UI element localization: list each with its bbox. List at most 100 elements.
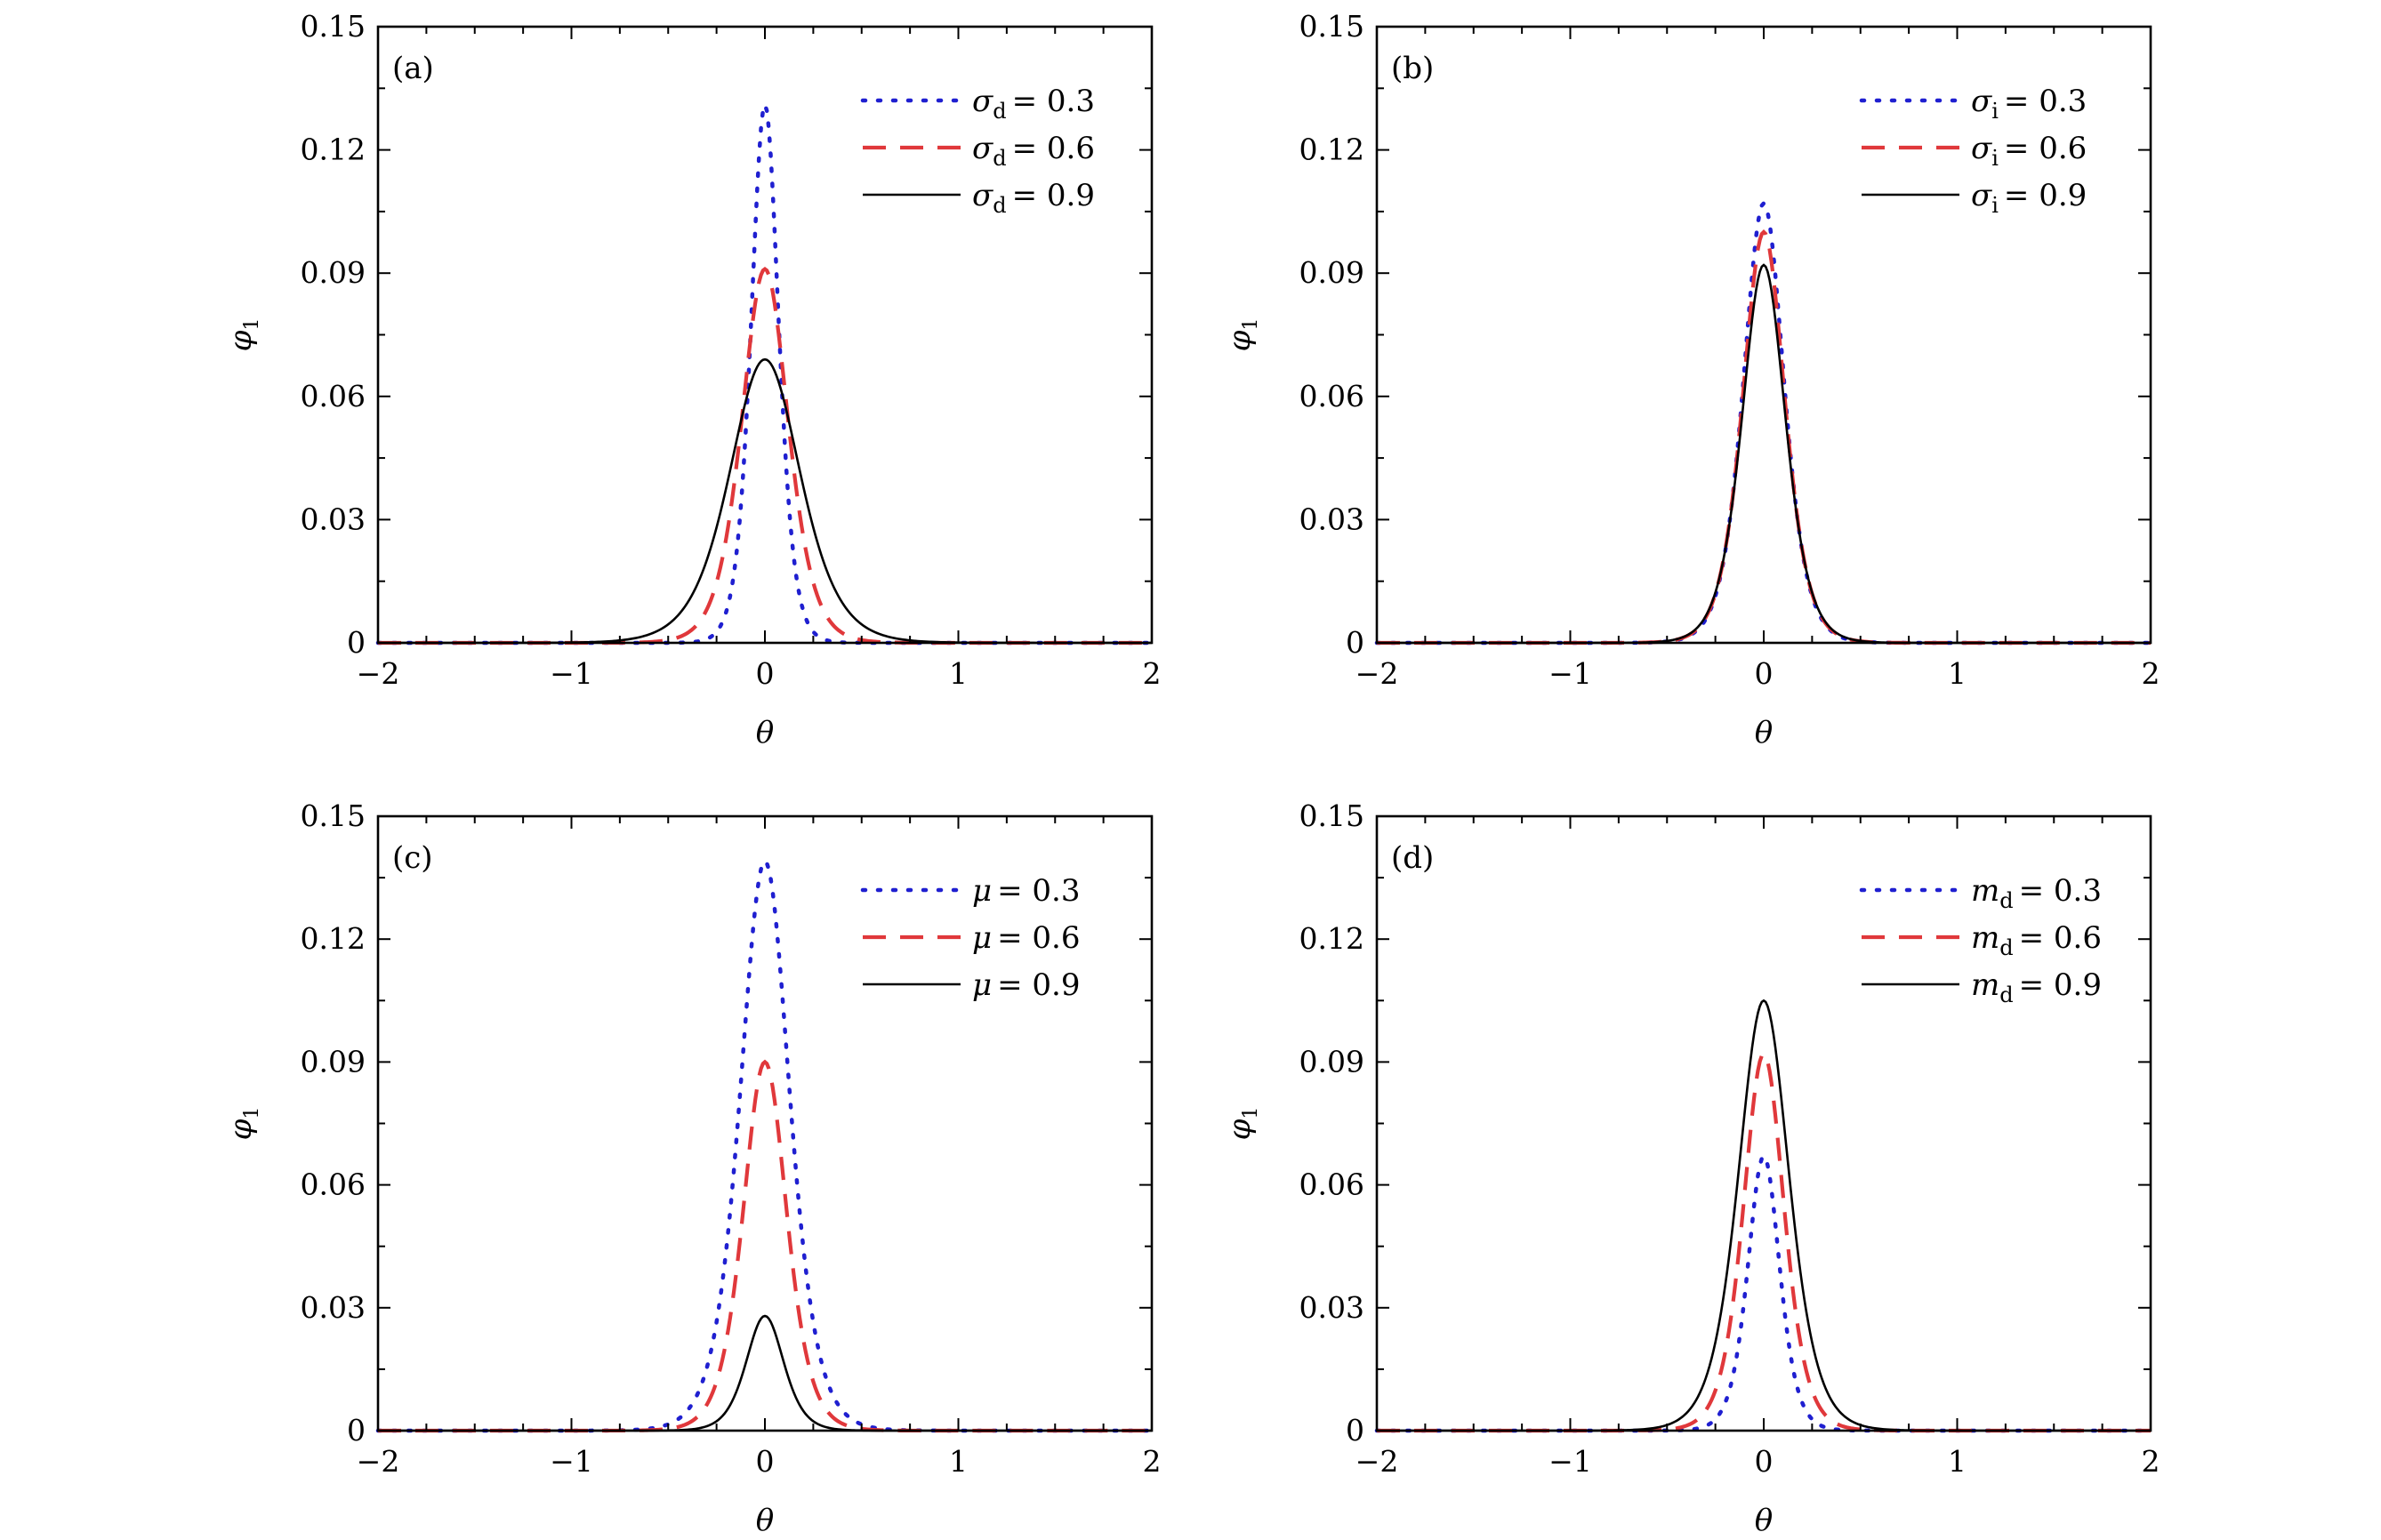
y-axis-label: φ1	[1222, 1107, 1262, 1141]
series-line-2	[1377, 229, 2151, 646]
legend-sub: d	[1999, 935, 2013, 960]
y-tick-label: 0	[347, 1413, 366, 1448]
x-tick-label: 0	[1755, 1444, 1774, 1479]
legend-sub: d	[993, 99, 1006, 124]
panel-label: (a)	[392, 51, 434, 86]
legend-value: = 0.6	[2019, 920, 2102, 956]
y-tick-label: 0.03	[1299, 501, 1364, 536]
series-line-2	[1377, 1051, 2151, 1433]
legend-var: σ	[1971, 84, 1992, 119]
y-tick-label: 0.12	[301, 132, 366, 167]
x-tick-label: −1	[1548, 656, 1592, 691]
y-tick-label: 0.03	[301, 501, 366, 536]
x-tick-label: −1	[1548, 1444, 1592, 1479]
y-axis-label: φ1	[223, 318, 263, 352]
x-axis-label: θ	[756, 1503, 774, 1538]
legend-var: m	[1971, 873, 1999, 909]
x-tick-label: −1	[550, 656, 593, 691]
series-line-3	[1377, 999, 2151, 1432]
legend-var: m	[1971, 920, 1999, 956]
legend-label-1: md = 0.3	[1971, 873, 2102, 913]
y-axis-label-var: φ	[1222, 1119, 1258, 1140]
x-tick-label: 2	[2142, 656, 2160, 691]
legend-sub: i	[1991, 193, 1999, 218]
legend-var: σ	[972, 131, 993, 166]
series-line-3	[1377, 263, 2151, 645]
legend-var: μ	[972, 873, 992, 909]
y-tick-label: 0	[347, 625, 366, 660]
legend-var: μ	[972, 967, 992, 1003]
legend-label-3: σd = 0.9	[972, 178, 1095, 218]
x-tick-label: 2	[1143, 656, 1162, 691]
x-tick-label: 1	[1948, 1444, 1967, 1479]
y-axis-label: φ1	[223, 1107, 263, 1141]
legend-sub: d	[993, 146, 1006, 171]
x-tick-label: 0	[756, 656, 775, 691]
legend-label-2: σi = 0.6	[1971, 131, 2087, 171]
legend-value: = 0.3	[997, 873, 1080, 909]
legend-label-3: μ = 0.9	[972, 967, 1080, 1003]
y-tick-label: 0.03	[301, 1290, 366, 1325]
legend-label-2: μ = 0.6	[972, 920, 1080, 956]
series-line-1	[1374, 200, 2153, 646]
x-tick-label: 1	[1948, 656, 1967, 691]
y-tick-label: 0.06	[301, 379, 366, 413]
y-axis-label-sub: 1	[241, 318, 263, 331]
legend-sub: i	[1991, 99, 1999, 124]
legend-label-3: md = 0.9	[1971, 967, 2102, 1007]
legend-label-1: μ = 0.3	[972, 873, 1080, 909]
y-axis-label-var: φ	[1222, 330, 1258, 351]
y-tick-label: 0.06	[1299, 1167, 1364, 1202]
y-tick-label: 0.12	[1299, 132, 1364, 167]
x-tick-label: 1	[949, 1444, 968, 1479]
x-tick-label: −2	[357, 656, 400, 691]
legend-value: = 0.3	[2004, 84, 2087, 119]
x-tick-label: −2	[357, 1444, 400, 1479]
legend-value: = 0.6	[997, 920, 1080, 956]
legend-value: = 0.6	[2004, 131, 2087, 166]
y-tick-label: 0.09	[301, 255, 366, 290]
legend-value: = 0.6	[1012, 131, 1095, 166]
legend-var: σ	[972, 178, 993, 213]
x-axis-label: θ	[1755, 1503, 1773, 1538]
legend-label-2: σd = 0.6	[972, 131, 1095, 171]
legend-value: = 0.9	[1012, 178, 1095, 213]
y-tick-label: 0.09	[1299, 1044, 1364, 1079]
y-tick-label: 0.15	[301, 9, 366, 44]
x-tick-label: 2	[2142, 1444, 2160, 1479]
series-line-3	[378, 357, 1152, 645]
legend-value: = 0.3	[1012, 84, 1095, 119]
legend-var: σ	[1971, 178, 1992, 213]
legend-sub: d	[1999, 888, 2013, 913]
legend-label-3: σi = 0.9	[1971, 178, 2087, 218]
y-axis-label-var: φ	[223, 1119, 259, 1140]
legend-value: = 0.9	[2019, 967, 2102, 1003]
y-tick-label: 0	[1346, 625, 1364, 660]
x-tick-label: 0	[1755, 656, 1774, 691]
x-tick-label: 2	[1143, 1444, 1162, 1479]
x-tick-label: −2	[1355, 1444, 1399, 1479]
legend-sub: d	[993, 193, 1006, 218]
series-line-1	[1374, 1152, 2153, 1433]
x-tick-label: 0	[756, 1444, 775, 1479]
legend-value: = 0.9	[997, 967, 1080, 1003]
legend-sub: i	[1991, 146, 1999, 171]
y-tick-label: 0.03	[1299, 1290, 1364, 1325]
legend-value: = 0.9	[2004, 178, 2087, 213]
y-tick-label: 0.15	[1299, 9, 1364, 44]
y-tick-label: 0.06	[301, 1167, 366, 1202]
x-tick-label: −2	[1355, 656, 1399, 691]
series-line-2	[378, 1059, 1152, 1433]
x-tick-label: −1	[550, 1444, 593, 1479]
legend-var: m	[1971, 967, 1999, 1003]
legend-var: σ	[972, 84, 993, 119]
legend-value: = 0.3	[2019, 873, 2102, 909]
y-tick-label: 0.15	[301, 798, 366, 833]
legend-var: μ	[972, 920, 992, 956]
y-tick-label: 0.15	[1299, 798, 1364, 833]
x-axis-label: θ	[1755, 715, 1773, 750]
